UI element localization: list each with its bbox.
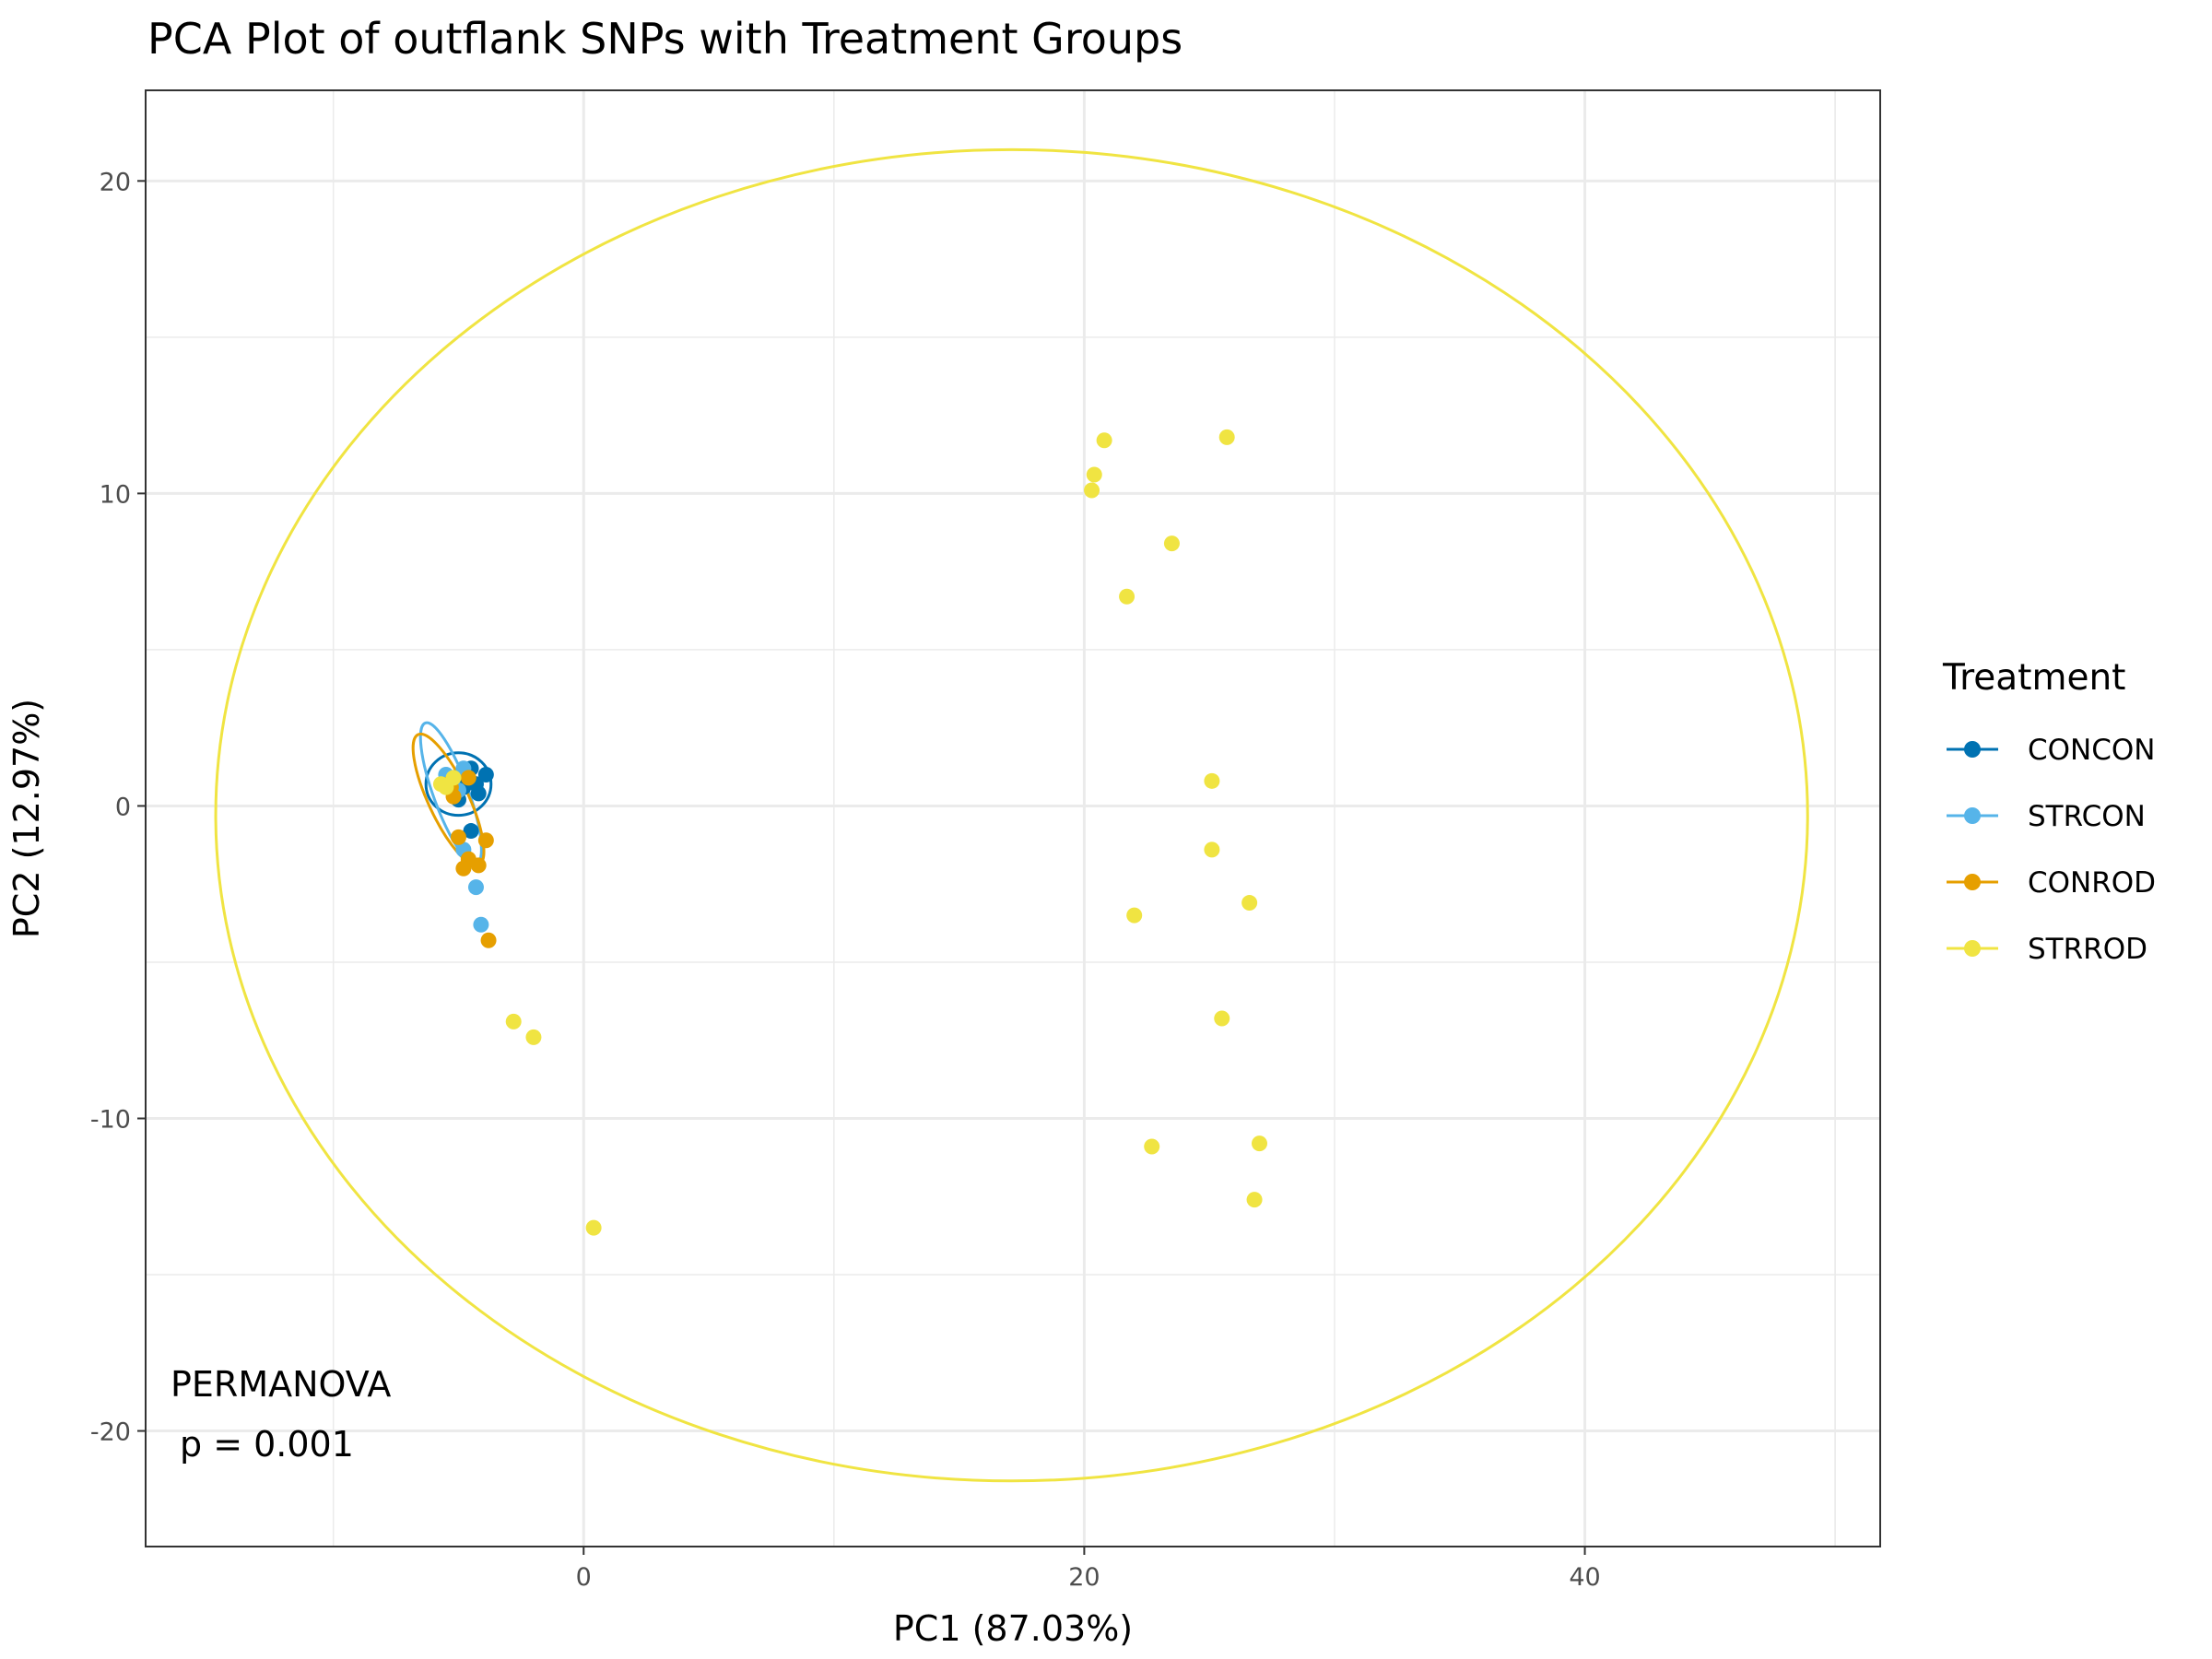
x-tick-label: 20 — [1068, 1563, 1100, 1592]
point-strrod — [1086, 466, 1102, 483]
x-tick-label: 40 — [1569, 1563, 1600, 1592]
point-strrod — [1214, 1010, 1230, 1027]
point-strrod — [505, 1013, 522, 1030]
y-tick-label: 20 — [100, 168, 131, 196]
data-points — [432, 429, 1267, 1236]
point-strrod — [1126, 907, 1143, 924]
legend: CONCON STRCON CONROD STRROD — [1947, 734, 2156, 966]
point-concon — [463, 823, 479, 840]
point-strrod — [1204, 772, 1220, 789]
y-axis-title: PC2 (12.97%) — [6, 699, 47, 938]
legend-key-point — [1964, 940, 1981, 957]
legend-item-conrod: CONROD — [1947, 866, 2156, 900]
axis-tick-labels: 0 20 40 -20 -10 0 10 20 — [90, 168, 1601, 1592]
point-conrod — [477, 832, 494, 849]
x-axis-title: PC1 (87.03%) — [893, 1608, 1133, 1649]
point-conrod — [480, 932, 497, 948]
y-tick-label: 0 — [115, 793, 131, 821]
point-concon — [477, 767, 494, 783]
legend-label: CONROD — [2028, 866, 2156, 900]
y-tick-label: -10 — [90, 1105, 131, 1134]
y-tick-label: 10 — [100, 480, 131, 509]
legend-key-point — [1964, 874, 1981, 890]
legend-label: STRROD — [2028, 933, 2147, 966]
point-strrod — [1119, 588, 1135, 605]
point-strrod — [1096, 432, 1112, 449]
point-strrod — [1144, 1138, 1160, 1155]
plot-border — [145, 89, 1881, 1547]
legend-item-strrod: STRROD — [1947, 933, 2147, 966]
point-strrod — [1163, 535, 1180, 552]
ellipse-concon — [424, 751, 493, 818]
point-strrod — [585, 1219, 602, 1236]
plot-panel — [146, 90, 1880, 1547]
point-conrod — [470, 857, 487, 874]
point-strrod — [1084, 482, 1100, 499]
point-conrod — [450, 829, 466, 845]
point-strrod — [1251, 1135, 1267, 1152]
legend-key-point — [1964, 741, 1981, 758]
permanova-pvalue: p = 0.001 — [180, 1424, 354, 1465]
x-tick-label: 0 — [576, 1563, 592, 1592]
point-strrod — [1204, 841, 1220, 858]
point-strcon — [467, 879, 484, 896]
legend-label: CONCON — [2028, 734, 2155, 767]
point-strrod — [525, 1029, 542, 1045]
y-tick-label: -20 — [90, 1418, 131, 1447]
chart-title: PCA Plot of outflank SNPs with Treatment… — [147, 14, 1182, 64]
point-strrod — [1241, 895, 1258, 912]
ellipse-strrod — [214, 147, 1809, 1483]
point-strrod — [445, 770, 462, 786]
axis-ticks — [137, 180, 1586, 1555]
grid-major — [146, 90, 1880, 1547]
legend-item-strcon: STRCON — [1947, 800, 2146, 833]
point-conrod — [455, 860, 472, 877]
legend-label: STRCON — [2028, 800, 2146, 833]
point-strrod — [1246, 1192, 1263, 1208]
legend-item-concon: CONCON — [1947, 734, 2155, 767]
legend-title: Treatment — [1942, 657, 2125, 699]
point-conrod — [460, 770, 477, 786]
legend-key-point — [1964, 807, 1981, 824]
permanova-label: PERMANOVA — [171, 1364, 391, 1405]
point-strrod — [1218, 429, 1235, 445]
point-strcon — [473, 916, 489, 933]
